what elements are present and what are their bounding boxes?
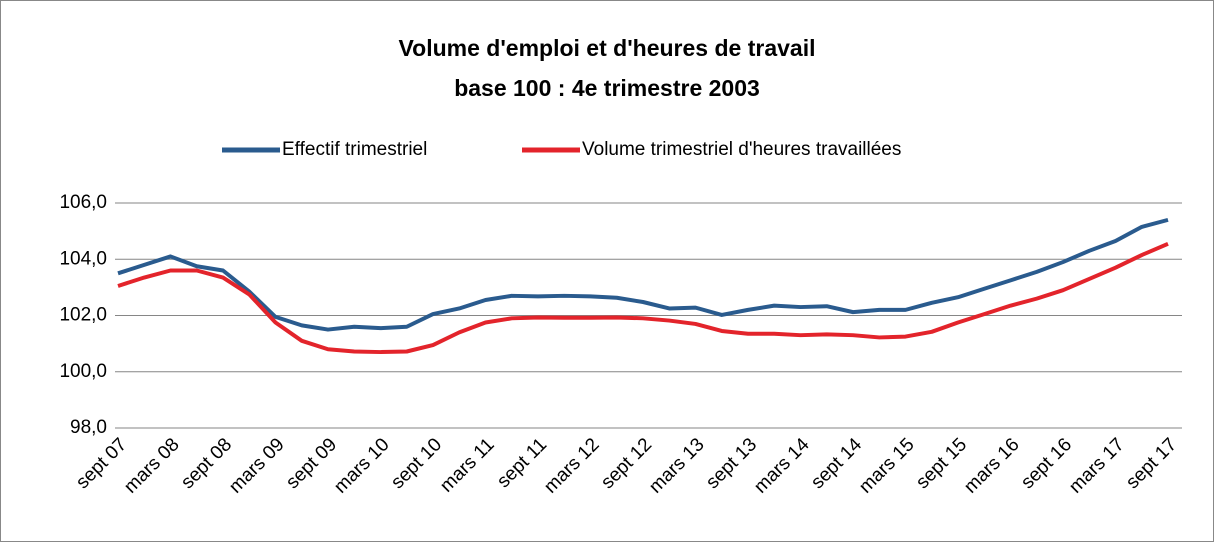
chart-title: Volume d'emploi et d'heures de travail [399,35,816,61]
legend-label: Effectif trimestriel [282,139,427,160]
chart-subtitle: base 100 : 4e trimestre 2003 [454,75,760,101]
legend-label: Volume trimestriel d'heures travaillées [582,139,901,160]
y-tick-label: 106,0 [59,192,107,213]
series-line [117,241,1169,355]
y-tick-label: 100,0 [59,361,107,382]
series-line [117,217,1169,332]
y-tick-label: 98,0 [70,417,107,438]
y-tick-label: 104,0 [59,248,107,269]
y-tick-label: 102,0 [59,305,107,326]
